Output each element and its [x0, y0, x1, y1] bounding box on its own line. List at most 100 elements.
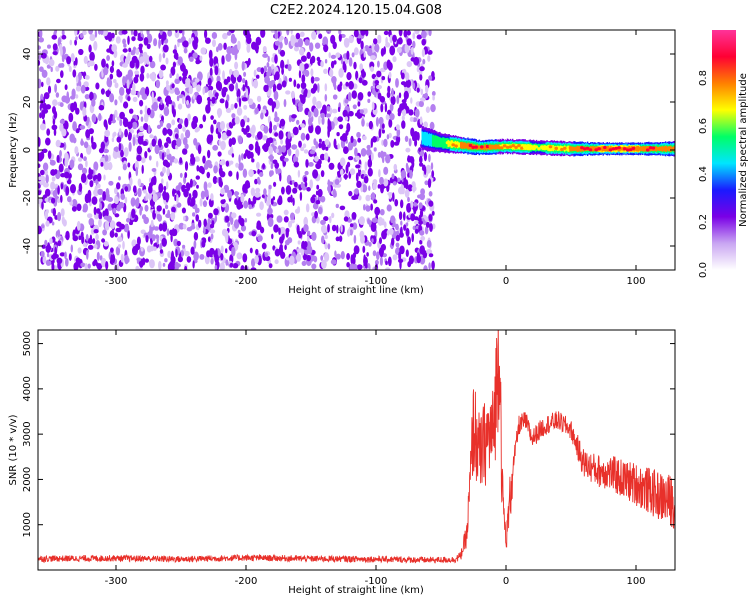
heatmap-cell	[162, 192, 165, 197]
heatmap-cell	[412, 40, 416, 49]
heatmap-cell	[243, 104, 248, 110]
heatmap-cell	[95, 82, 100, 90]
heatmap-cell	[351, 195, 357, 200]
heatmap-cell	[109, 230, 115, 238]
heatmap-cell	[358, 77, 363, 84]
heatmap-cell	[384, 267, 391, 270]
heatmap-cell	[42, 148, 48, 153]
heatmap-cell	[204, 30, 208, 39]
heatmap-cell	[338, 68, 344, 78]
heatmap-cell	[575, 146, 577, 151]
heatmap-cell	[488, 144, 493, 148]
heatmap-cell	[365, 205, 371, 212]
heatmap-cell	[340, 168, 344, 176]
heatmap-cell	[57, 229, 61, 238]
heatmap-cell	[620, 147, 622, 151]
heatmap-cell	[211, 32, 218, 39]
heatmap-cell	[268, 146, 274, 155]
heatmap-cell	[411, 185, 417, 192]
heatmap-cell	[230, 103, 235, 111]
heatmap-cell	[406, 30, 411, 36]
heatmap-cell	[430, 162, 434, 171]
heatmap-cell	[170, 233, 173, 243]
heatmap-cell	[347, 141, 354, 151]
heatmap-cell	[367, 91, 372, 97]
heatmap-cell	[315, 200, 321, 205]
spectrogram-y-label: Frequency (Hz)	[8, 112, 19, 188]
heatmap-cell	[520, 146, 524, 150]
heatmap-cell	[224, 215, 230, 223]
heatmap-cell	[284, 244, 287, 251]
heatmap-cell	[178, 118, 184, 125]
heatmap-cell	[272, 196, 276, 201]
heatmap-cell	[621, 147, 623, 151]
heatmap-cell	[388, 192, 392, 200]
heatmap-cell	[192, 179, 196, 187]
heatmap-cell	[412, 82, 416, 90]
heatmap-cell	[71, 88, 76, 98]
heatmap-cell	[657, 147, 659, 151]
heatmap-cell	[656, 147, 658, 151]
heatmap-cell	[372, 250, 377, 257]
heatmap-cell	[74, 39, 77, 46]
heatmap-cell	[134, 243, 141, 251]
heatmap-cell	[405, 79, 412, 88]
heatmap-cell	[242, 253, 248, 263]
heatmap-cell	[127, 229, 130, 239]
heatmap-cell	[359, 109, 364, 114]
heatmap-cell	[397, 37, 403, 45]
heatmap-cell	[143, 189, 147, 194]
heatmap-cell	[61, 128, 67, 137]
heatmap-cell	[407, 155, 411, 163]
heatmap-cell	[130, 30, 134, 36]
heatmap-cell	[371, 217, 378, 223]
heatmap-cell	[306, 254, 311, 262]
heatmap-cell	[124, 186, 129, 192]
heatmap-cell	[109, 113, 114, 121]
heatmap-cell	[585, 146, 590, 150]
heatmap-cell	[91, 98, 96, 107]
heatmap-cell	[42, 182, 49, 188]
heatmap-cell	[419, 245, 426, 255]
heatmap-cell	[419, 116, 423, 125]
heatmap-cell	[184, 250, 190, 257]
heatmap-cell	[118, 128, 122, 136]
heatmap-cell	[77, 72, 82, 81]
heatmap-cell	[364, 161, 368, 171]
heatmap-cell	[303, 176, 308, 183]
heatmap-cell	[182, 137, 188, 146]
heatmap-cell	[219, 98, 225, 104]
heatmap-cell	[192, 260, 195, 269]
heatmap-cell	[188, 85, 193, 95]
heatmap-cell	[335, 253, 341, 260]
heatmap-cell	[390, 103, 393, 112]
heatmap-cell	[367, 167, 373, 177]
heatmap-cell	[111, 203, 117, 210]
heatmap-cell	[414, 220, 420, 225]
heatmap-cell	[228, 170, 233, 177]
heatmap-cell	[299, 31, 305, 37]
heatmap-cell	[392, 254, 398, 261]
heatmap-cell	[167, 263, 172, 270]
heatmap-cell	[127, 121, 133, 130]
heatmap-cell	[329, 216, 332, 224]
heatmap-cell	[314, 210, 318, 219]
heatmap-cell	[256, 95, 262, 103]
heatmap-cell	[67, 178, 72, 185]
heatmap-cell	[307, 245, 313, 255]
heatmap-cell	[327, 223, 330, 233]
heatmap-cell	[410, 200, 414, 209]
heatmap-cell	[331, 224, 337, 232]
heatmap-cell	[98, 211, 103, 220]
heatmap-cell	[417, 194, 422, 199]
x-tick-label: -100	[365, 276, 388, 287]
heatmap-cell	[53, 128, 57, 136]
heatmap-cell	[104, 220, 110, 231]
heatmap-cell	[87, 213, 93, 219]
heatmap-cell	[279, 172, 282, 182]
heatmap-cell	[191, 120, 197, 130]
heatmap-cell	[122, 163, 127, 171]
heatmap-cell	[367, 98, 371, 103]
heatmap-cell	[279, 35, 284, 41]
heatmap-cell	[237, 40, 241, 51]
